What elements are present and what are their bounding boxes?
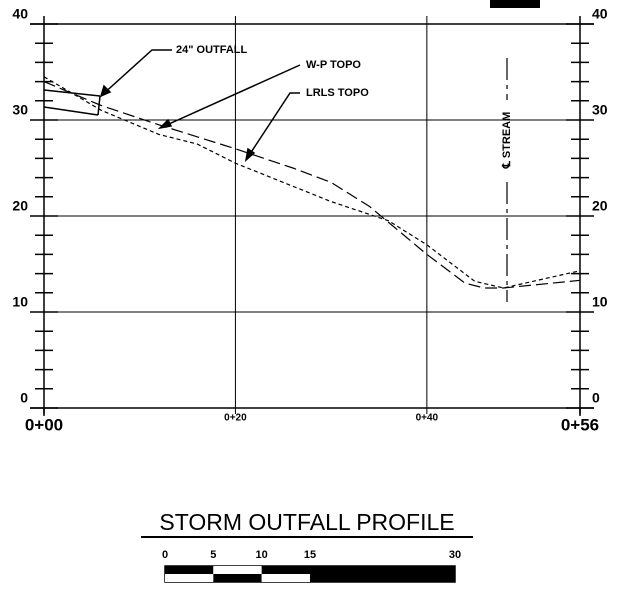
scale-bar-label: 10 (256, 549, 268, 561)
y-tick-label: 30 (592, 102, 608, 118)
x-tick-label: 0+20 (224, 413, 247, 424)
annotation: 24" OUTFALL (176, 44, 248, 56)
y-tick-label: 0 (592, 390, 600, 406)
scale-bar-label: 0 (162, 549, 168, 561)
title-block-mark (490, 0, 540, 8)
arrowhead (244, 147, 256, 162)
annotation: W-P TOPO (306, 59, 361, 71)
scale-bar-label: 30 (449, 549, 461, 561)
leaders (99, 49, 301, 162)
leader (159, 64, 301, 129)
y-tick-label: 0 (20, 390, 28, 406)
x-tick-label: 0+56 (561, 415, 599, 434)
scale-bar-segment (165, 566, 214, 574)
profile-line (43, 81, 581, 289)
y-tick-label: 10 (592, 294, 608, 310)
scale-bar-segment (213, 574, 262, 582)
outfall-pipe (43, 89, 101, 116)
y-tick-label: 40 (592, 6, 608, 22)
leader (100, 49, 172, 97)
annotation: ℄ STREAM (501, 112, 513, 170)
arrowhead (99, 84, 112, 98)
scale-bar-segment (310, 574, 455, 582)
scale-bar-segment (213, 566, 262, 574)
profile-line (43, 76, 581, 289)
y-tick-label: 10 (12, 294, 28, 310)
y-tick-label: 20 (12, 198, 28, 214)
y-tick-label: 30 (12, 102, 28, 118)
scale-bar-label: 15 (304, 549, 316, 561)
scale-bar-label: 5 (210, 549, 216, 561)
annotation: LRLS TOPO (306, 87, 369, 99)
scale-bar-segment (165, 574, 214, 582)
y-tick-label: 40 (12, 6, 28, 22)
scale-bar-segment (261, 566, 310, 574)
x-tick-label: 0+00 (25, 415, 63, 434)
scale-bar-segment (310, 566, 455, 574)
leader (245, 92, 300, 161)
x-tick-label: 0+40 (416, 413, 439, 424)
scale-bar-segment (261, 574, 310, 582)
y-tick-label: 20 (592, 198, 608, 214)
chart-title: STORM OUTFALL PROFILE (159, 509, 454, 535)
